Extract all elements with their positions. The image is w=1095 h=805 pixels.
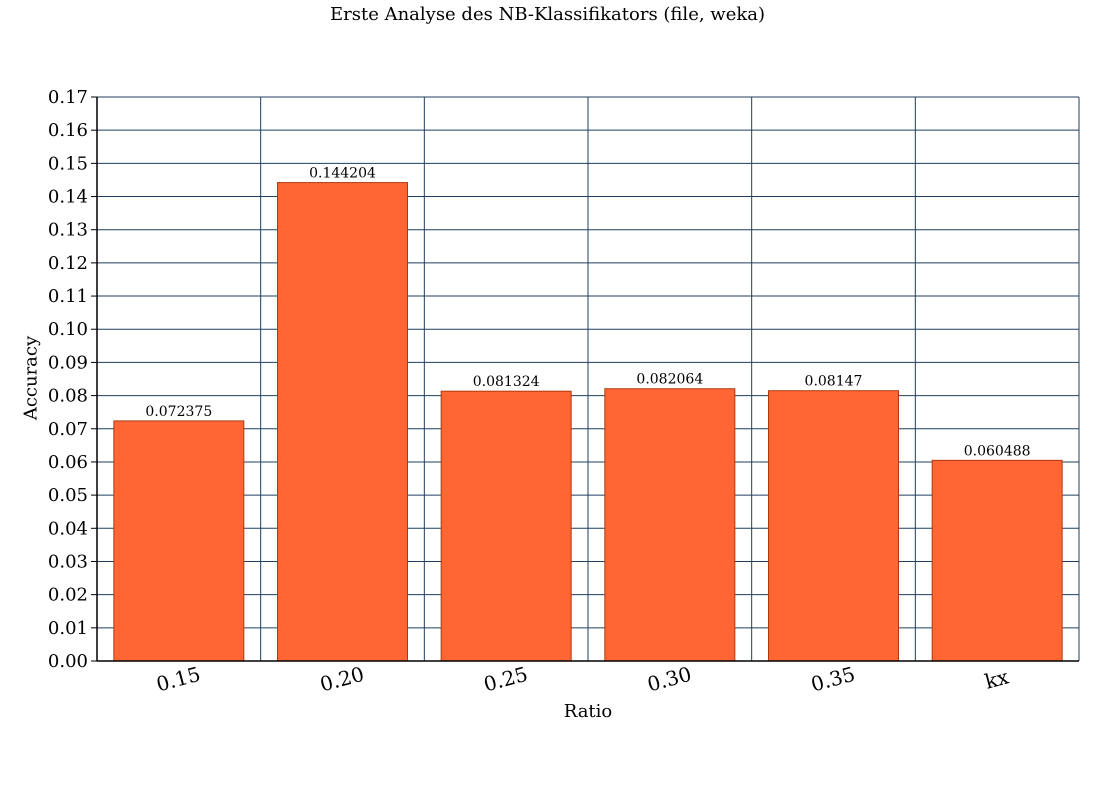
data-label-box — [963, 442, 1032, 460]
data-label-box — [635, 370, 704, 388]
bar — [931, 459, 1063, 662]
y-tick-label: 0.15 — [48, 153, 88, 174]
y-tick-label: 0.11 — [48, 286, 88, 307]
x-tick-label: 0.30 — [645, 662, 694, 697]
y-tick-label: 0.09 — [48, 352, 88, 373]
y-tick-label: 0.12 — [48, 253, 88, 274]
bar — [277, 182, 408, 662]
chart-title: Erste Analyse des NB-Klassifikators (fil… — [329, 4, 766, 25]
y-tick-label: 0.07 — [48, 419, 88, 440]
x-axis-label: Ratio — [563, 701, 613, 722]
y-tick-label: 0.06 — [48, 452, 88, 473]
y-tick-label: 0.14 — [48, 187, 88, 208]
x-tick-label: kx — [982, 664, 1012, 693]
data-label: 0.08147 — [805, 374, 863, 390]
data-label: 0.081324 — [473, 374, 540, 390]
data-label: 0.060488 — [964, 443, 1031, 459]
data-label-box — [799, 372, 868, 390]
data-label-box — [144, 402, 213, 420]
x-tick-label: 0.25 — [481, 662, 530, 697]
data-label-box — [472, 373, 541, 391]
x-tick-label: 0.35 — [808, 662, 857, 697]
y-tick-label: 0.02 — [48, 585, 88, 606]
bar — [440, 390, 572, 662]
y-tick-label: 0.04 — [48, 518, 88, 539]
data-label: 0.072375 — [145, 404, 212, 420]
y-tick-label: 0.17 — [48, 87, 88, 108]
y-tick-label: 0.05 — [48, 485, 88, 506]
bar — [113, 420, 245, 662]
data-label-box — [308, 164, 377, 182]
x-tick-label: 0.20 — [317, 662, 366, 697]
x-tick-label: 0.15 — [154, 662, 203, 697]
y-tick-label: 0.00 — [48, 651, 88, 672]
bar — [604, 388, 736, 662]
data-label: 0.144204 — [309, 166, 376, 182]
y-tick-label: 0.16 — [48, 120, 88, 141]
y-tick-label: 0.01 — [48, 618, 88, 639]
y-tick-label: 0.13 — [48, 220, 88, 241]
y-tick-label: 0.08 — [48, 386, 88, 407]
y-tick-label: 0.10 — [48, 319, 88, 340]
y-tick-label: 0.03 — [48, 551, 88, 572]
data-label: 0.082064 — [636, 372, 703, 388]
bar — [768, 390, 899, 662]
